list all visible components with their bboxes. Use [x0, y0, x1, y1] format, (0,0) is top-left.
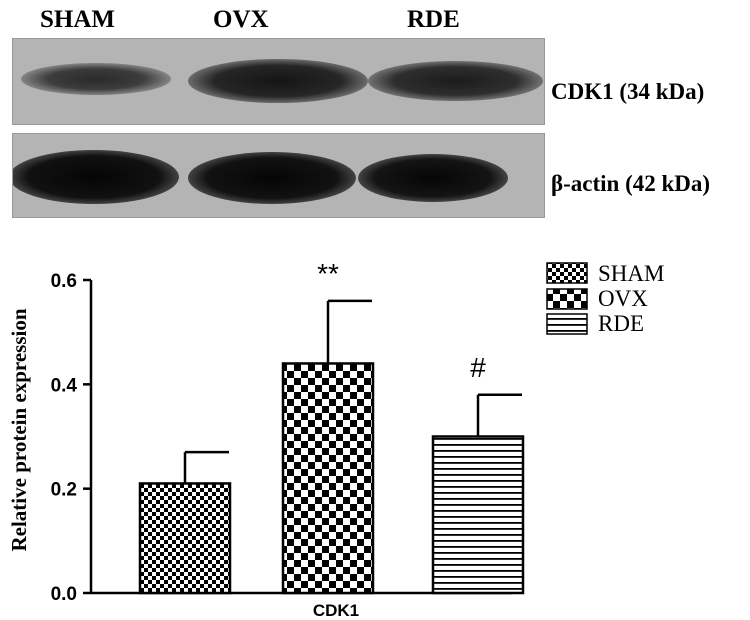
- y-tick-label: 0.4: [51, 375, 78, 396]
- bar-rde: [431, 435, 525, 595]
- lane-label-ovx: OVX: [213, 6, 269, 33]
- cdk1-blot-label: CDK1 (34 kDa): [551, 79, 705, 104]
- actin-band-ovx: [188, 152, 356, 204]
- cdk1-band-ovx: [188, 59, 368, 103]
- cdk1-blot-strip: [12, 38, 545, 125]
- actin-blot-label: β-actin (42 kDa): [551, 171, 711, 196]
- legend-swatch-sham: [546, 262, 588, 284]
- legend: SHAM OVX RDE: [546, 261, 664, 336]
- lane-label-sham: SHAM: [40, 6, 115, 33]
- cdk1-band-sham: [21, 63, 171, 95]
- y-tick-label: 0.6: [51, 271, 77, 292]
- actin-blot-strip: [12, 133, 545, 218]
- y-axis-label: Relative protein expression: [7, 308, 31, 551]
- legend-swatch-ovx: [546, 288, 588, 310]
- legend-label-rde: RDE: [598, 311, 644, 336]
- significance-mark-rde: #: [470, 352, 486, 383]
- legend-label-ovx: OVX: [598, 286, 648, 311]
- legend-label-sham: SHAM: [598, 261, 664, 286]
- bar-ovx: [281, 362, 375, 595]
- significance-mark-ovx: **: [317, 258, 339, 289]
- actin-band-sham: [13, 150, 179, 204]
- actin-band-rde: [358, 154, 508, 202]
- y-tick-label: 0.0: [51, 584, 77, 605]
- y-tick-label: 0.2: [51, 480, 77, 501]
- bar-chart: Relative protein expression 0.0 0.2 0.4 0.6…: [7, 258, 664, 620]
- x-axis-label: CDK1: [313, 601, 359, 620]
- lane-label-rde: RDE: [407, 6, 460, 33]
- bar-sham: [138, 482, 232, 595]
- legend-swatch-rde: [546, 313, 588, 335]
- cdk1-band-rde: [368, 61, 543, 101]
